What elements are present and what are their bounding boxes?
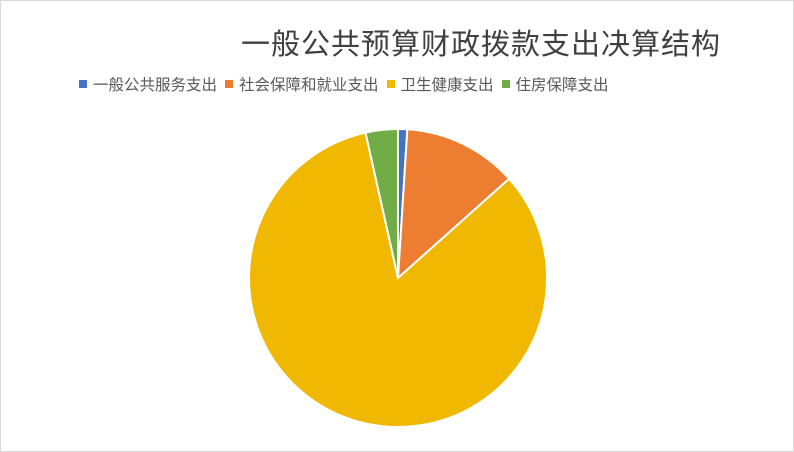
legend-swatch: [79, 80, 87, 88]
legend-item: 社会保障和就业支出: [225, 73, 379, 95]
pie-slice-3: [248, 131, 548, 428]
legend-item: 一般公共服务支出: [79, 73, 217, 95]
legend-label: 卫生健康支出: [400, 76, 494, 94]
legend-label: 一般公共服务支出: [93, 76, 218, 94]
legend-swatch: [386, 80, 395, 88]
legend-swatch: [225, 80, 234, 88]
legend: 一般公共服务支出 社会保障和就业支出 卫生健康支出 住房保障支出: [79, 73, 609, 95]
legend-label: 住房保障支出: [515, 76, 609, 94]
legend-swatch: [501, 80, 510, 88]
legend-label: 社会保障和就业支出: [239, 76, 379, 94]
pie-slice-2: [396, 128, 511, 281]
pie-slice-4: [364, 127, 399, 279]
legend-item: 卫生健康支出: [386, 73, 494, 95]
legend-item: 住房保障支出: [501, 73, 609, 95]
chart-title: 一般公共预算财政拨款支出决算结构: [241, 27, 722, 61]
